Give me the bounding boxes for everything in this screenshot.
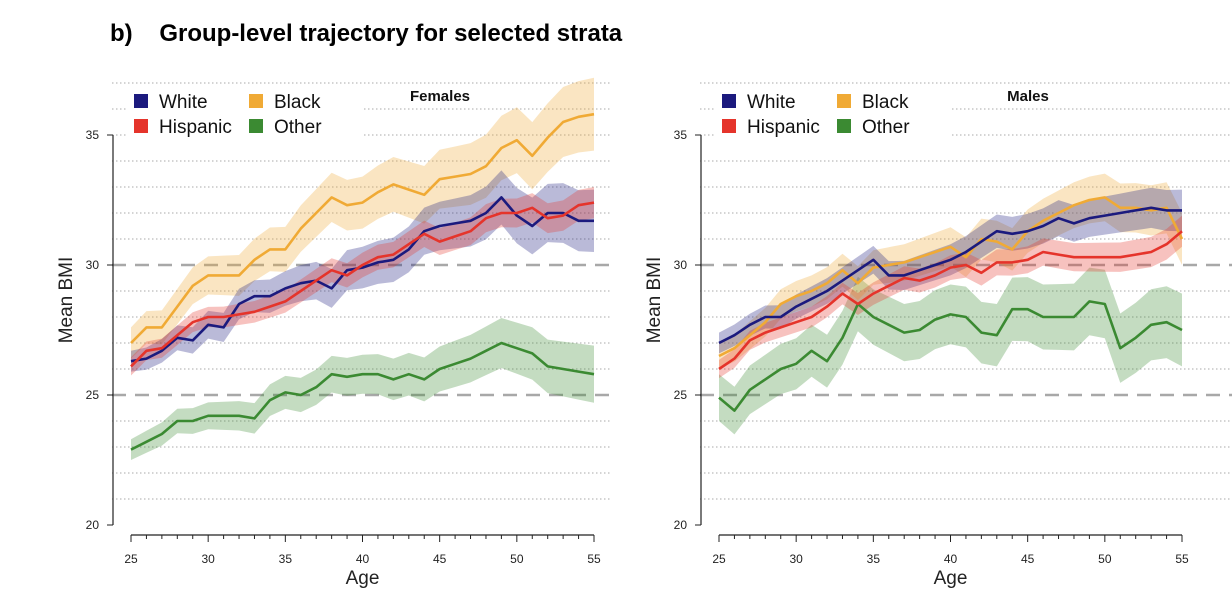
series-line-hispanic (130, 201, 595, 368)
legend-label: Black (862, 92, 909, 113)
legend-label: Other (862, 117, 910, 138)
x-tick-label: 35 (867, 552, 881, 566)
legend-item-hispanic: Hispanic (134, 117, 232, 138)
y-tick-label: 20 (86, 518, 100, 532)
y-tick-label: 25 (86, 388, 100, 402)
ci-band-black (719, 173, 1182, 369)
x-axis-label: Age (346, 568, 380, 589)
series-line-hispanic (718, 230, 1183, 371)
legend-background (128, 88, 364, 146)
series-line-white (130, 196, 594, 363)
series-line-black (718, 196, 1184, 358)
legend-swatch (722, 94, 736, 108)
x-axis-label: Age (934, 568, 968, 589)
legend-label: Hispanic (747, 117, 820, 138)
legend-item-white: White (134, 92, 208, 113)
panel-title: Males (1007, 88, 1049, 105)
legend-label: White (747, 92, 796, 113)
x-tick-label: 55 (587, 552, 601, 566)
legend-swatch (249, 119, 263, 133)
ci-band-other (719, 267, 1182, 435)
x-tick-label: 40 (356, 552, 370, 566)
x-tick-label: 50 (510, 552, 524, 566)
x-tick-label: 25 (712, 552, 726, 566)
series-line-other (130, 341, 595, 451)
y-tick-label: 35 (674, 128, 688, 142)
x-tick-label: 45 (433, 552, 447, 566)
y-tick-label: 20 (674, 518, 688, 532)
x-tick-label: 50 (1098, 552, 1112, 566)
legend-item-hispanic: Hispanic (722, 117, 820, 138)
y-tick-label: 30 (674, 258, 688, 272)
figure-title: b) Group-level trajectory for selected s… (110, 20, 623, 47)
legend-swatch (249, 94, 263, 108)
ci-band-black (131, 77, 594, 359)
ci-band-hispanic (131, 187, 594, 376)
legend-swatch (837, 94, 851, 108)
legend-background (716, 88, 952, 146)
legend-item-other: Other (837, 117, 910, 138)
legend-item-black: Black (249, 92, 321, 113)
ci-band-white (131, 170, 594, 372)
series-line-other (718, 300, 1183, 412)
legend-swatch (134, 119, 148, 133)
x-tick-label: 40 (944, 552, 958, 566)
x-tick-label: 30 (201, 552, 215, 566)
y-tick-label: 25 (674, 388, 688, 402)
x-tick-label: 25 (124, 552, 138, 566)
legend-swatch (134, 94, 148, 108)
y-tick-label: 35 (86, 128, 100, 142)
legend-label: Hispanic (159, 117, 232, 138)
y-axis-label: Mean BMI (644, 257, 665, 344)
legend-item-white: White (722, 92, 796, 113)
legend-swatch (722, 119, 736, 133)
y-tick-label: 30 (86, 258, 100, 272)
legend-swatch (837, 119, 851, 133)
panel-title: Females (410, 88, 470, 105)
legend-label: Other (274, 117, 322, 138)
legend-label: Black (274, 92, 321, 113)
panel-males: 20 25 30 35 25 30 35 40 45 50 55 Age Mean BMI Males Wh… (644, 82, 1232, 589)
x-tick-label: 55 (1175, 552, 1189, 566)
x-tick-label: 35 (279, 552, 293, 566)
x-tick-label: 30 (789, 552, 803, 566)
y-axis-label: Mean BMI (56, 257, 77, 344)
legend-item-other: Other (249, 117, 322, 138)
series-line-black (130, 112, 595, 344)
panel-females: 20 25 30 35 25 30 35 40 45 50 55 Age Mean BMI Females… (56, 77, 612, 589)
x-tick-label: 45 (1021, 552, 1035, 566)
legend-item-black: Black (837, 92, 909, 113)
legend-label: White (159, 92, 208, 113)
ci-band-white (719, 187, 1182, 354)
series-line-white (718, 206, 1182, 345)
